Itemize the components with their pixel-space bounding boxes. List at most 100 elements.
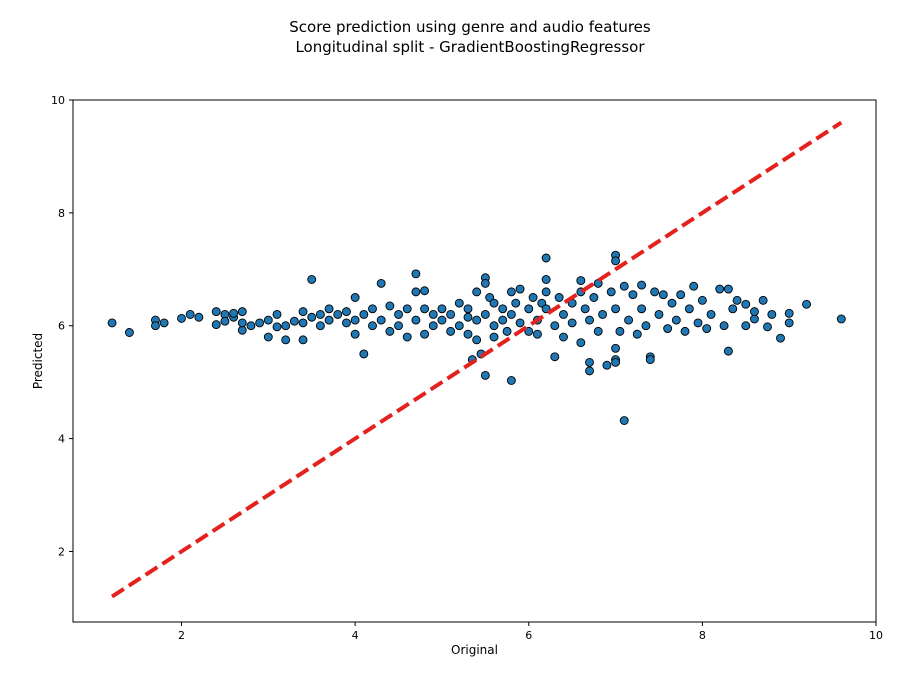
scatter-point — [602, 360, 612, 370]
scatter-point — [836, 314, 846, 324]
x-tick-label: 6 — [525, 629, 532, 642]
scatter-point — [411, 269, 421, 279]
scatter-point — [637, 280, 647, 290]
scatter-point — [719, 321, 729, 331]
y-axis-label: Predicted — [31, 333, 45, 389]
scatter-point — [723, 284, 733, 294]
scatter-point — [350, 329, 360, 339]
scatter-point — [593, 326, 603, 336]
scatter-point — [428, 309, 438, 319]
scatter-point — [541, 287, 551, 297]
scatter-point — [598, 309, 607, 319]
scatter-point — [489, 321, 499, 331]
scatter-point — [281, 321, 291, 331]
scatter-point — [211, 307, 221, 317]
x-axis-label: Original — [451, 643, 498, 657]
scatter-point — [289, 316, 299, 326]
scatter-point — [107, 318, 117, 328]
scatter-point — [480, 278, 490, 288]
scatter-point — [385, 326, 395, 336]
scatter-point — [298, 307, 308, 317]
scatter-point — [498, 304, 508, 314]
scatter-point — [784, 308, 794, 318]
scatter-point — [420, 304, 430, 314]
scatter-point — [298, 335, 308, 345]
scatter-point — [506, 287, 516, 297]
scatter-point — [446, 309, 456, 319]
scatter-point — [767, 309, 777, 319]
scatter-point — [272, 309, 282, 319]
scatter-point — [541, 253, 551, 263]
chart-subtitle: Longitudinal split - GradientBoostingReg… — [295, 38, 645, 56]
scatter-point — [706, 309, 716, 319]
scatter-point — [728, 304, 738, 314]
scatter-point — [750, 307, 759, 317]
scatter-point — [554, 293, 564, 302]
scatter-point — [237, 325, 247, 335]
scatter-point — [637, 304, 647, 314]
points-layer — [107, 250, 846, 425]
scatter-point — [385, 301, 395, 311]
x-tick-label: 2 — [178, 629, 185, 642]
scatter-point — [220, 316, 230, 326]
scatter-point — [350, 315, 360, 325]
scatter-point — [693, 318, 703, 328]
scatter-point — [515, 318, 525, 328]
scatter-point — [763, 322, 772, 332]
scatter-point — [784, 318, 794, 328]
scatter-point — [671, 315, 681, 325]
scatter-point — [185, 309, 195, 319]
scatter-point — [480, 309, 490, 319]
scatter-point — [263, 315, 273, 325]
scatter-point — [654, 309, 664, 319]
scatter-point — [576, 338, 586, 348]
scatter-point — [506, 376, 516, 385]
scatter-point — [624, 315, 634, 325]
scatter-point — [428, 321, 438, 331]
scatter-point — [411, 315, 421, 325]
scatter-point — [680, 326, 690, 336]
scatter-point — [715, 284, 725, 294]
y-tick-label: 10 — [51, 94, 65, 107]
x-tick-label: 4 — [352, 629, 359, 642]
scatter-point — [750, 314, 759, 324]
scatter-point — [480, 370, 490, 380]
scatter-point — [307, 275, 317, 284]
scatter-point — [255, 318, 265, 328]
scatter-point — [619, 281, 629, 291]
scatter-point — [502, 326, 512, 336]
y-tick-label: 6 — [58, 320, 65, 333]
scatter-point — [472, 287, 482, 297]
scatter-point — [532, 329, 542, 339]
scatter-point — [411, 287, 421, 297]
scatter-point — [342, 307, 351, 317]
scatter-point — [446, 326, 456, 336]
scatter-point — [632, 329, 642, 339]
scatter-point — [559, 309, 568, 319]
scatter-point — [194, 312, 204, 322]
scatter-point — [741, 299, 751, 309]
scatter-point — [676, 290, 686, 300]
scatter-point — [802, 299, 811, 309]
scatter-point — [333, 309, 343, 319]
scatter-point — [472, 315, 482, 325]
scatter-point — [615, 326, 625, 336]
scatter-point — [402, 332, 412, 342]
scatter-point — [177, 313, 186, 323]
y-tick-label: 2 — [58, 545, 65, 558]
scatter-point — [437, 315, 447, 325]
scatter-point — [776, 333, 785, 343]
scatter-point — [645, 355, 655, 365]
scatter-point — [541, 275, 551, 284]
y-ticks: 2 4 6 8 10 — [51, 94, 73, 558]
scatter-point — [576, 276, 586, 286]
scatter-point — [454, 321, 464, 331]
scatter-point — [611, 343, 621, 353]
scatter-point — [732, 295, 742, 305]
scatter-point — [368, 321, 377, 331]
scatter-point — [511, 298, 521, 308]
scatter-point — [702, 324, 712, 333]
scatter-point — [689, 281, 699, 291]
scatter-point — [394, 321, 403, 331]
scatter-point — [559, 332, 568, 342]
